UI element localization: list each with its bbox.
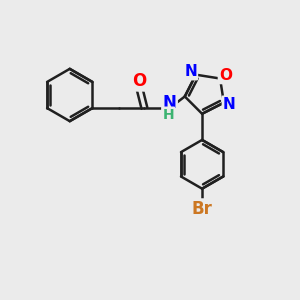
Text: H: H xyxy=(162,108,174,122)
Text: N: N xyxy=(184,64,197,79)
Text: Br: Br xyxy=(192,200,212,217)
Text: N: N xyxy=(223,97,236,112)
Text: N: N xyxy=(163,94,177,112)
Text: O: O xyxy=(219,68,232,83)
Text: O: O xyxy=(132,72,146,90)
